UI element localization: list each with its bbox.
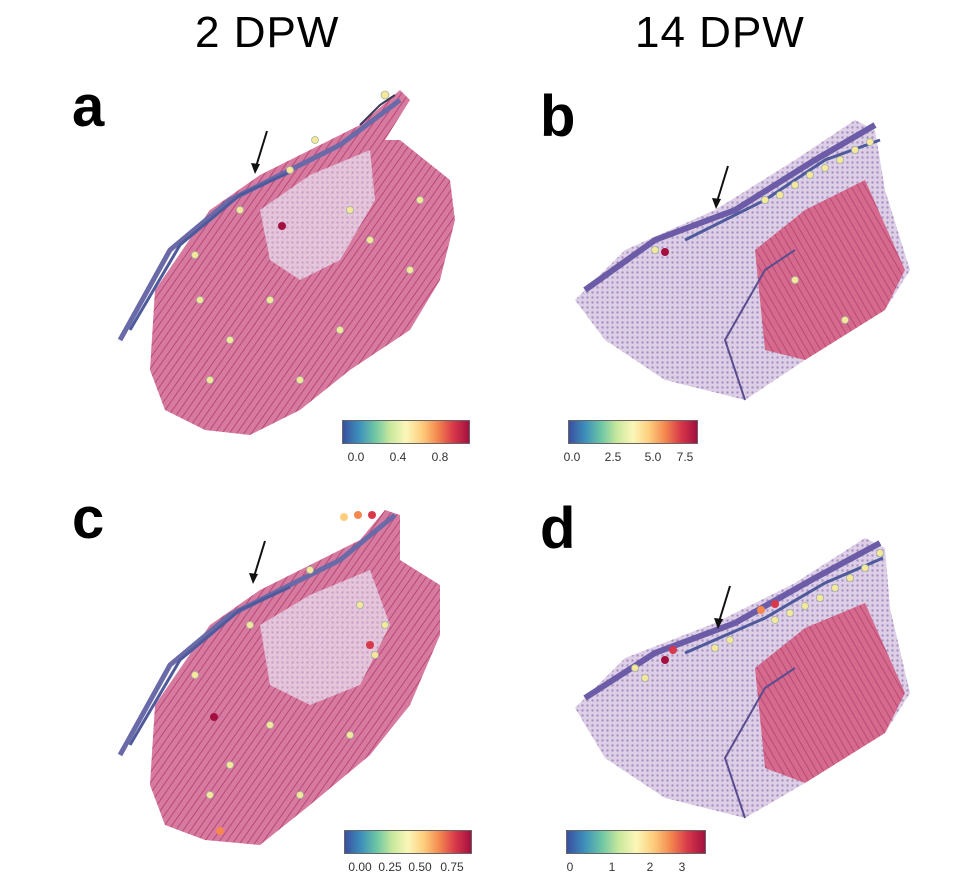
arrow-icon — [251, 130, 268, 174]
colorbar-gradient — [342, 420, 470, 444]
colorbar-tick: 0.0 — [347, 450, 365, 464]
colorbar-tick: 0 — [566, 860, 574, 874]
column-title-2dpw: 2 DPW — [195, 8, 340, 57]
colorbar-tick: 3 — [678, 860, 686, 874]
colorbar-tick: 1 — [608, 860, 616, 874]
colorbar-gradient — [344, 830, 472, 854]
colorbar-tick: 2.5 — [604, 450, 622, 464]
panel-letter-b: b — [540, 84, 576, 149]
tissue-section-c — [117, 510, 440, 845]
panel-letter-c: c — [72, 486, 105, 551]
arrow-icon — [712, 165, 729, 209]
colorbar-tick: 0.8 — [431, 450, 449, 464]
tissue-section-b — [575, 120, 910, 401]
colorbar-tick: 7.5 — [676, 450, 694, 464]
arrow-icon — [249, 540, 266, 584]
colorbar-tick: 0.00 — [348, 860, 372, 874]
colorbar-tick: 0.75 — [440, 860, 464, 874]
colorbar-gradient — [568, 420, 698, 444]
tissue-section-d — [575, 538, 910, 819]
column-title-14dpw: 14 DPW — [635, 8, 805, 57]
colorbar-c: 0.00 0.25 0.50 0.75 — [344, 830, 474, 874]
colorbar-tick: 0.50 — [408, 860, 432, 874]
colorbar-d: 0 1 2 3 — [566, 830, 708, 874]
colorbar-b: 0.0 2.5 5.0 7.5 — [564, 420, 702, 464]
panel-letter-a: a — [72, 74, 105, 139]
tissue-section-a — [117, 90, 455, 435]
colorbar-tick: 0.25 — [378, 860, 402, 874]
colorbar-tick: 0.4 — [389, 450, 407, 464]
colorbar-a: 0.0 0.4 0.8 — [342, 420, 472, 464]
colorbar-gradient — [566, 830, 706, 854]
arrow-icon — [714, 585, 731, 629]
colorbar-tick: 2 — [646, 860, 654, 874]
colorbar-tick: 0.0 — [563, 450, 581, 464]
colorbar-tick: 5.0 — [644, 450, 662, 464]
panel-letter-d: d — [540, 496, 576, 561]
